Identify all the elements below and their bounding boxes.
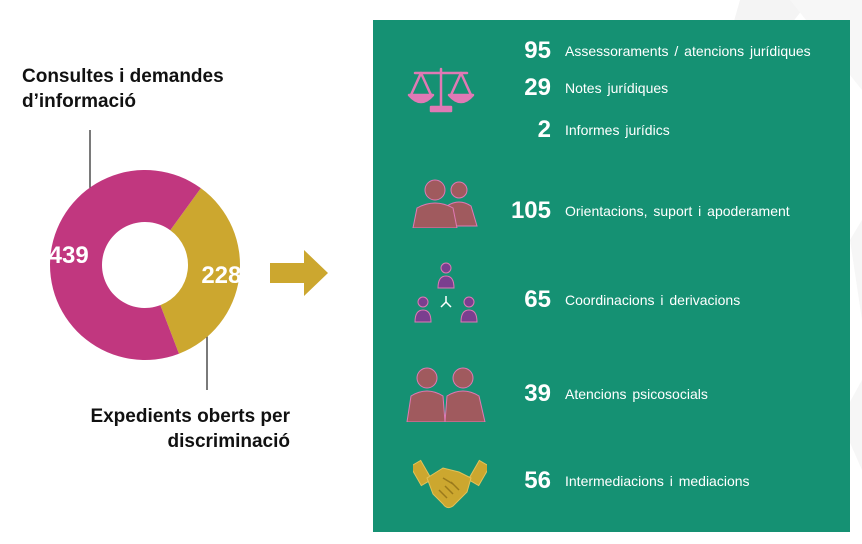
- two-people-icon: [412, 179, 478, 228]
- stat-label: Notes jurídiques: [565, 80, 669, 96]
- donut-slice-consultes: [49, 169, 201, 360]
- scales-of-justice-icon: [407, 67, 475, 113]
- stat-row-intermediacions: 56 Intermediacions i mediacions: [373, 466, 850, 496]
- donut-value-consultes: 439: [49, 242, 89, 269]
- stat-row-assessoraments: 95 Assessoraments / atencions jurídiques: [373, 36, 850, 66]
- stat-row-informes: 2 Informes jurídics: [373, 115, 850, 145]
- handshake-icon: [413, 459, 487, 509]
- arrow-right-icon: [270, 250, 328, 296]
- stat-row-orientacions: 105 Orientacions, suport i apoderament: [373, 196, 850, 226]
- stat-row-coordinacions: 65 Coordinacions i derivacions: [373, 285, 850, 315]
- expedients-label: Expedients oberts per discriminació: [90, 406, 290, 452]
- stat-value: 29: [524, 74, 551, 101]
- donut-chart: 439 228: [49, 169, 241, 360]
- stat-row-psicosocials: 39 Atencions psicosocials: [373, 379, 850, 409]
- stat-value: 56: [524, 467, 551, 494]
- consultes-label: Consultes i demandes d’informació: [22, 66, 224, 112]
- stat-label: Intermediacions i mediacions: [565, 473, 750, 489]
- stat-value: 95: [524, 37, 551, 64]
- services-panel: 95 Assessoraments / atencions jurídiques…: [373, 20, 850, 532]
- stat-value: 39: [524, 380, 551, 407]
- stat-label: Assessoraments / atencions jurídiques: [565, 43, 811, 59]
- stat-label: Informes jurídics: [565, 122, 670, 138]
- stat-value: 2: [537, 116, 551, 143]
- network-people-icon: [414, 262, 478, 323]
- leader-lines: [89, 130, 208, 390]
- stat-value: 65: [524, 286, 551, 313]
- stat-row-notes: 29 Notes jurídiques: [373, 73, 850, 103]
- donut-slice-expedients: [160, 188, 240, 354]
- stat-label: Orientacions, suport i apoderament: [565, 203, 790, 219]
- stat-label: Atencions psicosocials: [565, 386, 708, 402]
- stat-label: Coordinacions i derivacions: [565, 292, 741, 308]
- donut-value-expedients: 228: [201, 262, 241, 289]
- two-people-psicosocial-icon: [406, 367, 486, 422]
- stat-value: 105: [510, 197, 551, 224]
